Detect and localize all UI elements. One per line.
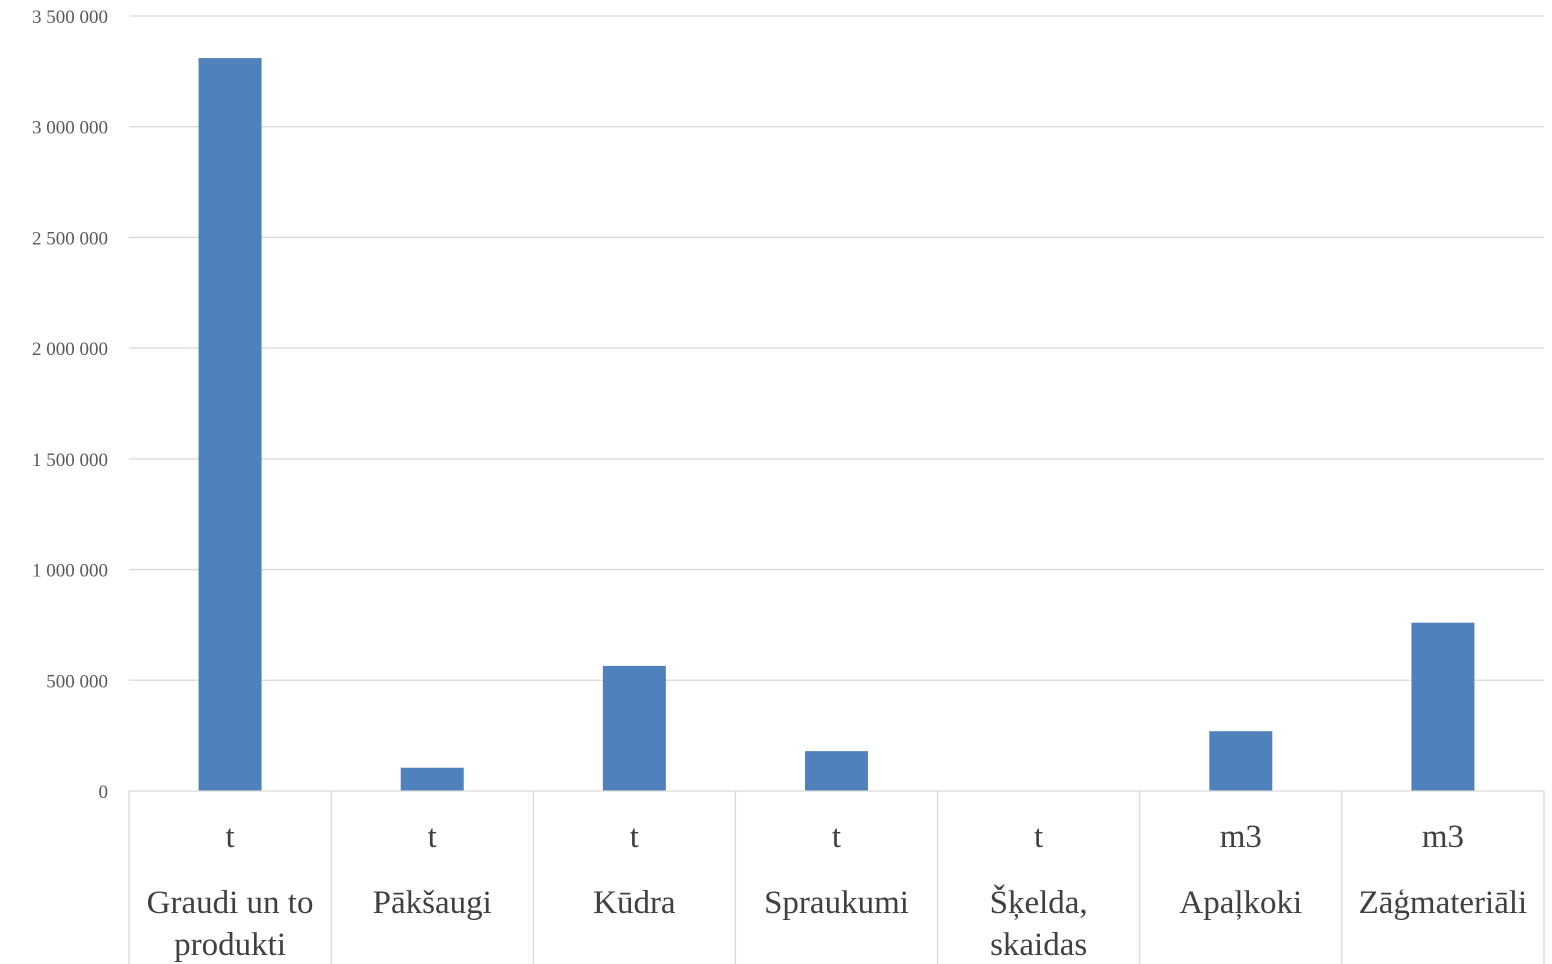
category-label: Spraukumi [764,885,909,921]
y-tick-label: 1 000 000 [32,561,108,582]
category-unit-label: t [630,819,639,855]
y-tick-label: 3 000 000 [32,118,108,139]
bar [805,751,868,791]
category-label: skaidas [990,927,1087,963]
category-unit-label: t [428,819,437,855]
bar [198,58,262,792]
category-label: Kūdra [593,885,676,921]
y-tick-label: 0 [99,782,109,803]
y-tick-label: 2 000 000 [32,339,108,360]
y-tick-label: 1 500 000 [32,450,108,471]
category-label: Apaļkoki [1179,885,1302,921]
category-label: produkti [174,927,286,963]
bar [1209,731,1273,791]
category-unit-label: t [225,819,234,855]
bar [602,665,666,791]
bar [1411,622,1475,791]
y-tick-label: 2 500 000 [32,228,108,249]
y-tick-label: 3 500 000 [32,7,108,28]
x-axis: t Graudi un to produkti t Pākšaugi t Kūdra t Spr… [128,790,1545,964]
category-label: Graudi un to [147,885,314,921]
category-unit-label: m3 [1422,819,1464,855]
category-label: Zāģmateriāli [1359,885,1528,921]
category-unit-label: m3 [1220,819,1262,855]
bars [198,58,1475,792]
gridlines [129,15,1544,681]
y-tick-label: 500 000 [46,671,108,692]
y-axis-tick-labels: 0 500 000 1 000 000 1 500 000 2 000 000 2 500… [32,7,108,803]
bar [400,767,464,791]
category-label: Pākšaugi [373,885,492,921]
category-unit-label: t [1034,819,1043,855]
category-label: Šķelda, [990,883,1088,921]
category-unit-label: t [832,819,841,855]
